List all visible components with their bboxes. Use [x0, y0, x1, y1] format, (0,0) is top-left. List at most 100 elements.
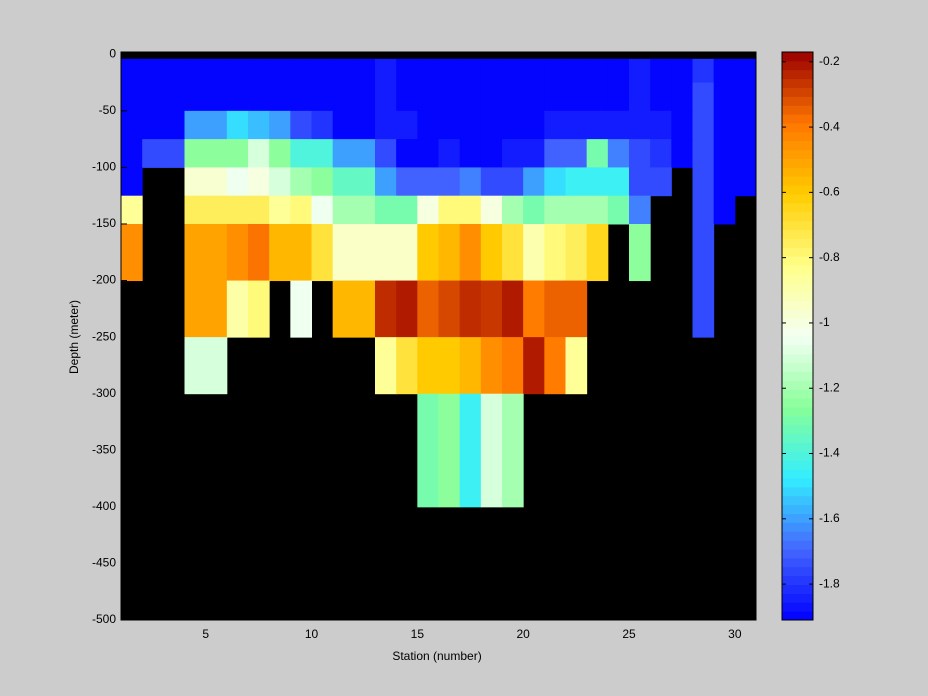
- colorbar-swatch: [782, 557, 813, 568]
- heatmap-cell: [544, 195, 566, 225]
- heatmap-cell: [692, 82, 715, 112]
- heatmap-cell: [205, 58, 228, 84]
- heatmap-cell: [269, 195, 291, 225]
- x-tick-label: 20: [516, 627, 530, 641]
- heatmap-cell: [311, 82, 334, 112]
- heatmap-cell: [248, 58, 270, 84]
- colorbar-swatch: [782, 220, 813, 230]
- colorbar-swatch: [782, 229, 813, 239]
- colorbar-swatch: [782, 424, 813, 435]
- heatmap-cell: [629, 167, 651, 197]
- heatmap-cell: [565, 280, 588, 338]
- heatmap-cell: [396, 195, 418, 225]
- heatmap-cell: [205, 195, 228, 225]
- colorbar-swatch: [782, 87, 813, 97]
- colorbar-swatch: [782, 60, 813, 71]
- heatmap-cell: [226, 82, 249, 112]
- colorbar-tick-label: -1.8: [819, 576, 840, 590]
- heatmap-cell: [269, 58, 291, 84]
- heatmap-cell: [502, 58, 524, 84]
- heatmap-cell: [163, 82, 185, 112]
- heatmap-cell: [480, 337, 503, 395]
- heatmap-cell: [692, 58, 715, 84]
- heatmap-cell: [607, 82, 630, 112]
- heatmap-cell: [311, 110, 334, 140]
- colorbar-swatch: [782, 78, 813, 88]
- heatmap-cell: [459, 110, 482, 140]
- heatmap-cell: [692, 110, 715, 140]
- heatmap-cell: [226, 280, 249, 338]
- colorbar-tick-label: -1: [819, 315, 830, 329]
- heatmap-cell: [438, 139, 461, 168]
- heatmap-cell: [375, 337, 397, 395]
- heatmap-cell: [607, 167, 630, 197]
- heatmap-cell: [353, 139, 376, 168]
- colorbar-swatch: [782, 433, 813, 443]
- heatmap-cell: [396, 139, 418, 168]
- y-tick-label: -150: [92, 216, 116, 230]
- heatmap-cell: [269, 139, 291, 168]
- x-tick-label: 15: [411, 627, 425, 641]
- heatmap-cell: [269, 82, 291, 112]
- heatmap-cell: [734, 139, 757, 168]
- heatmap-cell: [290, 167, 312, 197]
- x-tick-label: 30: [728, 627, 742, 641]
- heatmap-cell: [650, 110, 672, 140]
- heatmap-cell: [544, 280, 566, 338]
- heatmap-cell: [650, 58, 672, 84]
- heatmap-cell: [629, 58, 651, 84]
- y-tick-label: -500: [92, 612, 116, 626]
- colorbar-tick-label: -1.6: [819, 511, 840, 525]
- heatmap-cell: [586, 139, 609, 168]
- colorbar-swatch: [782, 238, 813, 248]
- heatmap-cell: [248, 139, 270, 168]
- heatmap-cell: [692, 167, 715, 197]
- heatmap-cell: [734, 58, 757, 84]
- heatmap-cell: [184, 139, 207, 168]
- heatmap-cell: [523, 223, 545, 282]
- heatmap-cell: [523, 280, 545, 338]
- heatmap-cell: [523, 139, 545, 168]
- heatmap-cell: [396, 110, 418, 140]
- colorbar-swatch: [782, 540, 813, 550]
- heatmap-cell: [121, 110, 143, 140]
- heatmap-cell: [671, 82, 693, 112]
- colorbar-swatch: [782, 194, 813, 204]
- y-tick-label: -250: [92, 329, 116, 343]
- colorbar-swatch: [782, 131, 813, 142]
- heatmap-cell: [438, 58, 461, 84]
- heatmap-cell: [311, 195, 334, 225]
- heatmap-cell: [459, 280, 482, 338]
- y-tick-label: -450: [92, 556, 116, 570]
- heatmap-cell: [459, 393, 482, 508]
- heatmap-cell: [586, 82, 609, 112]
- heatmap-cell: [417, 167, 439, 197]
- heatmap-cell: [269, 167, 291, 197]
- heatmap-cell: [502, 82, 524, 112]
- x-tick-label: 25: [622, 627, 636, 641]
- heatmap-cell: [629, 110, 651, 140]
- y-tick-label: -200: [92, 273, 116, 287]
- colorbar-swatch: [782, 353, 813, 364]
- heatmap-cell: [248, 195, 270, 225]
- heatmap-cell: [692, 280, 715, 338]
- heatmap-cell: [375, 110, 397, 140]
- heatmap-cell: [480, 110, 503, 140]
- colorbar-swatch: [782, 575, 813, 585]
- heatmap-cell: [459, 337, 482, 395]
- colorbar-tick-label: -0.6: [819, 185, 840, 199]
- heatmap-cell: [353, 58, 376, 84]
- heatmap-cell: [375, 195, 397, 225]
- colorbar-swatch: [782, 584, 813, 594]
- colorbar-swatch: [782, 398, 813, 408]
- heatmap-cell: [311, 167, 334, 197]
- heatmap-cell: [290, 110, 312, 140]
- heatmap-cell: [544, 82, 566, 112]
- heatmap-cell: [375, 58, 397, 84]
- heatmap-cell: [544, 110, 566, 140]
- heatmap-cell: [375, 223, 397, 282]
- heatmap-cell: [121, 223, 143, 282]
- heatmap-cell: [375, 82, 397, 112]
- y-tick-label: -300: [92, 386, 116, 400]
- colorbar-tick-label: -0.2: [819, 54, 840, 68]
